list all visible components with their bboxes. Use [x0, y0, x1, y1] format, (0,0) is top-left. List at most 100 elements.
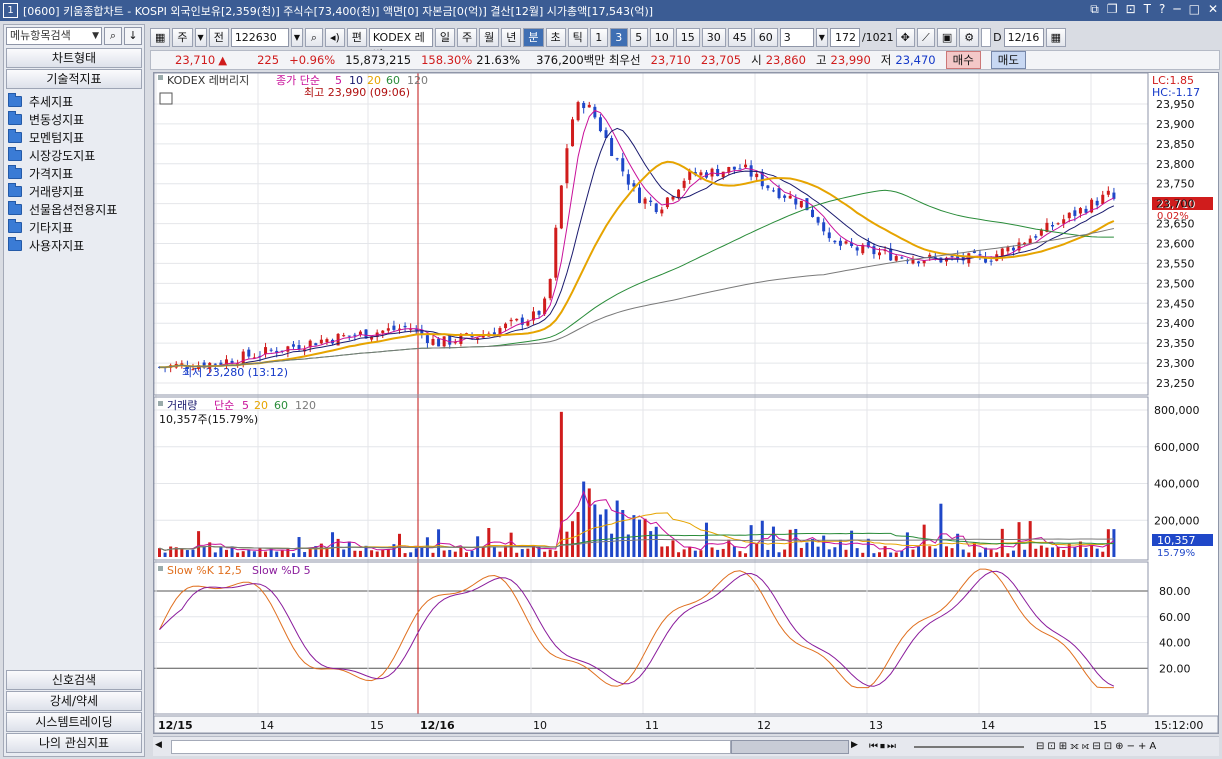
- panel-menu-icon[interactable]: [159, 92, 173, 105]
- maximize-button[interactable]: □: [1188, 2, 1200, 16]
- period-day[interactable]: 일: [434, 27, 456, 47]
- copy-icon[interactable]: ❐: [1106, 2, 1118, 16]
- tree-item-volume[interactable]: 거래량지표: [8, 182, 140, 200]
- tree-item-volatility[interactable]: 변동성지표: [8, 110, 140, 128]
- search-icon[interactable]: ⌕: [104, 27, 122, 45]
- minute-count-input[interactable]: 3: [779, 27, 814, 47]
- chevron-down-icon[interactable]: ▼: [92, 31, 99, 41]
- tree-item-strength[interactable]: 시장강도지표: [8, 146, 140, 164]
- help-icon[interactable]: ?: [1158, 2, 1166, 16]
- volume-bar: [515, 552, 519, 557]
- date-input[interactable]: 12/16: [1003, 27, 1044, 47]
- volume-bar: [710, 547, 714, 557]
- play-controls[interactable]: ⏮⏹⏭: [869, 741, 898, 752]
- jeon-button[interactable]: 전: [208, 27, 229, 47]
- link-icon[interactable]: ⧉: [1090, 2, 1099, 16]
- my-indicators-button[interactable]: 나의 관심지표: [6, 733, 142, 753]
- panel-handle-icon[interactable]: [158, 566, 163, 571]
- tree-item-price[interactable]: 가격지표: [8, 164, 140, 182]
- scroll-thumb[interactable]: [731, 739, 849, 754]
- menu-search-input[interactable]: 메뉴항목검색 ▼: [6, 27, 102, 45]
- calendar-icon[interactable]: ▦: [1045, 27, 1067, 47]
- minute-5[interactable]: 5: [629, 27, 648, 47]
- chart-area[interactable]: KODEX 레버리지 종가 단순 5 10 20 60 120 최고 23,99…: [153, 72, 1219, 734]
- arrow-down-icon[interactable]: ↓: [124, 27, 142, 45]
- minute-1[interactable]: 1: [589, 27, 608, 47]
- chart-layout-icon[interactable]: ▦: [150, 27, 171, 47]
- candle-body: [604, 130, 608, 138]
- chart-tool-icons[interactable]: ⊟⊡⊞⟗⟖⊟⊡⊕−+A: [1036, 741, 1160, 752]
- period-week[interactable]: 주: [457, 27, 478, 47]
- volume-bar: [498, 551, 502, 557]
- scroll-track[interactable]: [171, 739, 731, 754]
- candle-body: [1106, 190, 1110, 195]
- chevron-down-icon[interactable]: ▼: [290, 27, 303, 47]
- volume-bar: [1011, 550, 1015, 557]
- minimize-button[interactable]: ─: [1173, 2, 1181, 16]
- tree-item-momentum[interactable]: 모멘텀지표: [8, 128, 140, 146]
- price-tick-label: 23,350: [1156, 337, 1195, 350]
- candle-body: [972, 250, 976, 253]
- close-button[interactable]: ✕: [1207, 2, 1218, 16]
- scroll-right-icon[interactable]: ▶: [851, 739, 858, 750]
- gear-icon[interactable]: ⚙: [959, 27, 980, 47]
- tree-item-trend[interactable]: 추세지표: [8, 92, 140, 110]
- volume-bar: [1045, 547, 1049, 557]
- sell-button[interactable]: 매도: [990, 51, 1026, 69]
- minute-60[interactable]: 60: [753, 27, 778, 47]
- search-icon[interactable]: ⌕: [304, 27, 323, 47]
- volume-bar: [682, 549, 686, 557]
- candle-body: [766, 185, 770, 189]
- period-year[interactable]: 년: [501, 27, 522, 47]
- stock-code-input[interactable]: 122630: [230, 27, 289, 47]
- minute-15[interactable]: 15: [675, 27, 700, 47]
- candle-body: [799, 200, 803, 208]
- chart-svg[interactable]: KODEX 레버리지 종가 단순 5 10 20 60 120 최고 23,99…: [154, 73, 1218, 733]
- chevron-down-icon[interactable]: ▼: [194, 27, 207, 47]
- technical-indicators-header[interactable]: 기술적지표: [6, 69, 142, 89]
- trendline-icon[interactable]: ⟋: [916, 27, 935, 47]
- volume-bar: [838, 539, 842, 557]
- zoom-bar[interactable]: [914, 745, 1024, 748]
- price-tick-label: 23,250: [1156, 377, 1195, 390]
- bars-shown-input[interactable]: 172: [829, 27, 860, 47]
- period-select[interactable]: 주: [172, 27, 193, 47]
- tree-item-other[interactable]: 기타지표: [8, 218, 140, 236]
- crosshair-icon[interactable]: ✥: [895, 27, 915, 47]
- strength-weakness-button[interactable]: 강세/약세: [6, 691, 142, 711]
- chart-scrollbar[interactable]: ◀ ▶ ⏮⏹⏭ ⊟⊡⊞⟗⟖⊟⊡⊕−+A: [153, 736, 1219, 756]
- panel-handle-icon[interactable]: [158, 401, 163, 406]
- volume-bar: [866, 538, 870, 557]
- signal-search-button[interactable]: 신호검색: [6, 670, 142, 690]
- period-month[interactable]: 월: [479, 27, 500, 47]
- volume-bar: [727, 539, 731, 557]
- scroll-left-icon[interactable]: ◀: [155, 739, 162, 750]
- save-icon[interactable]: ▣: [936, 27, 958, 47]
- volume-bar: [174, 547, 178, 557]
- chart-type-header[interactable]: 차트형태: [6, 48, 142, 68]
- period-tick[interactable]: 틱: [567, 27, 588, 47]
- minute-3[interactable]: 3: [609, 27, 628, 47]
- tree-item-futures[interactable]: 선물옵션전용지표: [8, 200, 140, 218]
- tile-icon[interactable]: ⊡: [1125, 2, 1136, 16]
- pyeon-button[interactable]: 편: [346, 27, 367, 47]
- system-trading-button[interactable]: 시스템트레이딩: [6, 712, 142, 732]
- stock-name-field: KODEX 레버: [368, 27, 433, 61]
- volume-bar: [956, 533, 960, 557]
- volume-bar: [766, 549, 770, 557]
- chevron-down-icon[interactable]: ▼: [815, 27, 828, 47]
- minute-10[interactable]: 10: [649, 27, 674, 47]
- speaker-icon[interactable]: ◂): [324, 27, 345, 47]
- date-checkbox[interactable]: [981, 27, 992, 47]
- buy-button[interactable]: 매수: [945, 51, 981, 69]
- period-minute[interactable]: 분: [523, 27, 544, 47]
- price-tick-label: 23,500: [1156, 277, 1195, 290]
- panel-handle-icon[interactable]: [158, 75, 163, 80]
- tree-item-label: 거래량지표: [29, 184, 85, 199]
- font-icon[interactable]: T: [1143, 2, 1151, 16]
- minute-30[interactable]: 30: [701, 27, 726, 47]
- minute-45[interactable]: 45: [727, 27, 752, 47]
- volume-bar: [1112, 529, 1116, 557]
- period-second[interactable]: 초: [545, 27, 566, 47]
- tree-item-user[interactable]: 사용자지표: [8, 236, 140, 254]
